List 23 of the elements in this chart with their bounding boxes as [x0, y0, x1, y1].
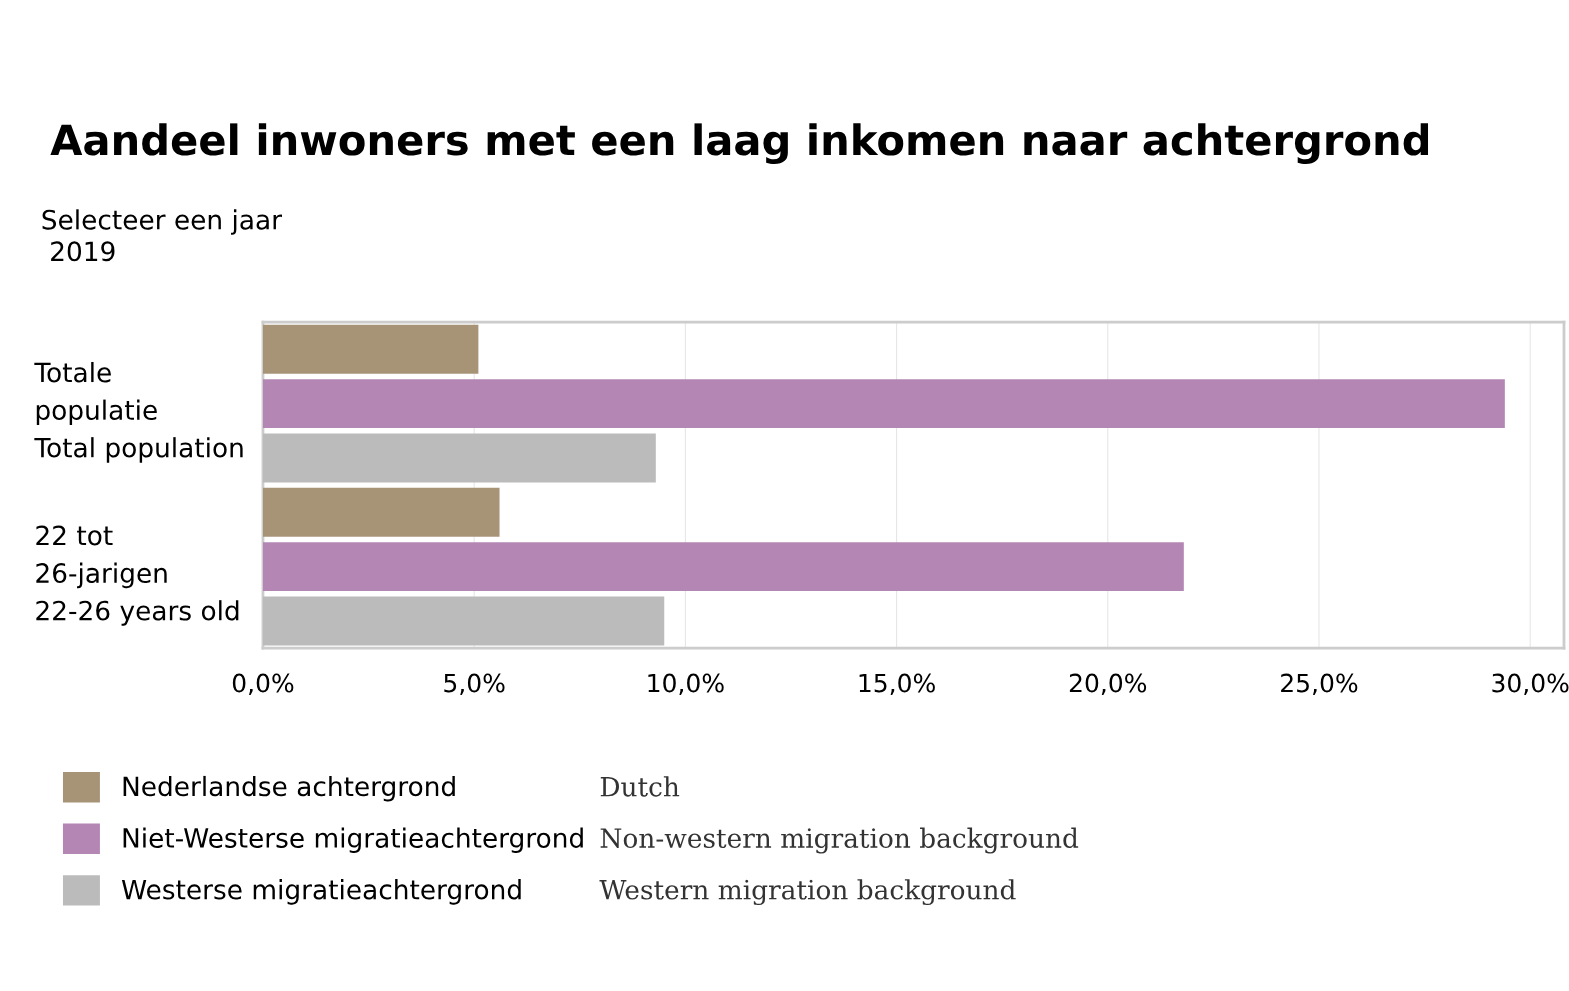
text: Western migration background — [599, 879, 1016, 906]
bar — [262, 596, 665, 646]
bar — [262, 487, 500, 537]
chart-subtitle: Selecteer een jaar 2019 — [42, 209, 283, 262]
chart-title: Aandeel inwoners met een laag inkomen naar achtergrond — [50, 123, 1429, 165]
text: Dutch — [600, 776, 680, 797]
x-tick-label: 5,0% — [444, 673, 505, 696]
legend-label: Niet-Westerse migratieachtergrond — [123, 827, 583, 854]
legend-label: Westerse migratieachtergrond — [121, 879, 521, 905]
x-tick-label: 15,0% — [859, 673, 935, 696]
bar — [262, 379, 1505, 429]
x-tick-label: 25,0% — [1281, 673, 1358, 696]
y-tick-label: 22 tot 26-jarigen 22-26 years old — [36, 525, 239, 626]
bar — [262, 324, 479, 374]
legend-label: Nederlandse achtergrond — [123, 775, 455, 802]
x-tick-label: 0,0% — [232, 673, 294, 696]
bar — [262, 542, 1184, 592]
x-tick-label: 30,0% — [1492, 673, 1569, 696]
x-tick-label: 10,0% — [648, 673, 724, 696]
x-tick-label: 20,0% — [1069, 673, 1147, 696]
text: Non-western migration background — [600, 827, 1079, 854]
bar — [262, 433, 656, 483]
y-tick-label: Totale populatie Total population — [34, 362, 243, 463]
